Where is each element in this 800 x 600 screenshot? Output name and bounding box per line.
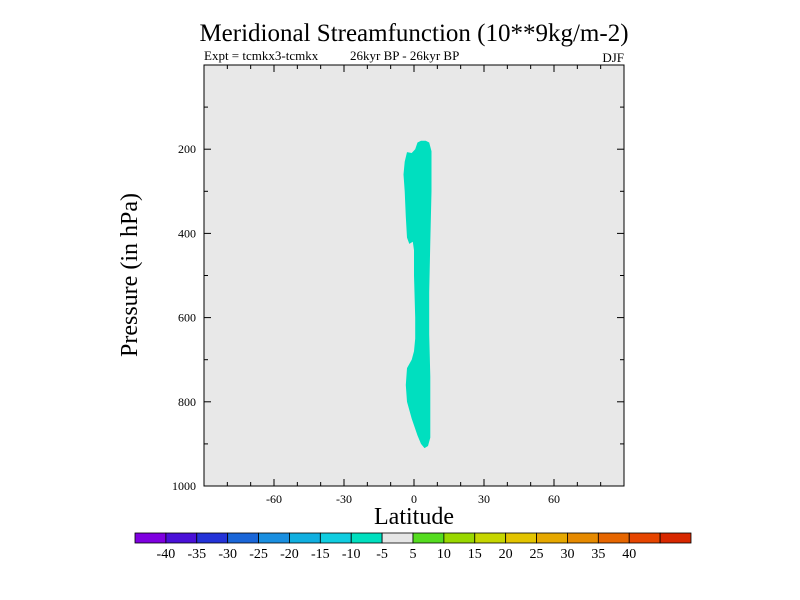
plot-area (204, 65, 624, 486)
colorbar-swatch (474, 532, 507, 544)
colorbar-label: 20 (499, 547, 513, 562)
x-tick-label: 0 (411, 492, 417, 506)
y-axis-label: Pressure (in hPa) (117, 193, 143, 357)
colorbar-label: -10 (342, 547, 361, 562)
colorbar-label: 40 (622, 547, 636, 562)
x-axis-label: Latitude (374, 504, 454, 530)
x-tick-label: -60 (266, 492, 282, 506)
colorbar-swatch (443, 532, 476, 544)
colorbar-swatch (196, 532, 229, 544)
y-tick-label: 600 (178, 311, 196, 325)
chart-subtitle-mid: 26kyr BP - 26kyr BP (350, 48, 459, 63)
colorbar-swatch (227, 532, 259, 544)
x-tick-label: 30 (478, 492, 490, 506)
y-tick-label: 800 (178, 395, 196, 409)
colorbar-label: 10 (437, 547, 451, 562)
colorbar-swatch (505, 532, 537, 544)
colorbar-label: -5 (376, 547, 388, 562)
colorbar-label: -25 (249, 547, 268, 562)
colorbar-swatch (567, 532, 599, 544)
colorbar-swatch (536, 532, 568, 544)
y-tick-label: 400 (178, 226, 196, 240)
colorbar-swatch (381, 532, 414, 544)
colorbar-label: -35 (187, 547, 206, 562)
chart-title: Meridional Streamfunction (10**9kg/m-2) (199, 20, 628, 47)
colorbar-swatch (289, 532, 321, 544)
colorbar-swatch (628, 532, 661, 544)
chart-subtitle-left: Expt = tcmkx3-tcmkx (204, 48, 319, 63)
colorbar-swatch (165, 532, 198, 544)
x-tick-label: 60 (548, 492, 560, 506)
x-tick-label: -30 (336, 492, 352, 506)
colorbar-label: 25 (530, 547, 544, 562)
colorbar-swatch (597, 532, 630, 544)
colorbar-label: 35 (591, 547, 605, 562)
colorbar: -40 -35 -30 -25 -20 -15 -10 -5 5 10 15 20 25 30 35 40 (134, 532, 692, 562)
colorbar-swatch (350, 532, 383, 544)
colorbar-swatch (659, 532, 692, 544)
y-tick-label: 200 (178, 142, 196, 156)
axes: -60 -30 0 30 60 200 400 600 800 1000 (172, 64, 625, 506)
colorbar-swatch (412, 532, 445, 544)
colorbar-label: 30 (560, 547, 574, 562)
colorbar-label: -15 (311, 547, 330, 562)
chart-subtitle-right: DJF (602, 50, 624, 65)
colorbar-swatch (134, 532, 167, 544)
colorbar-swatch (258, 532, 290, 544)
y-tick-label: 1000 (172, 479, 196, 493)
colorbar-label: -40 (157, 547, 176, 562)
contour-fill-region (403, 140, 432, 449)
colorbar-swatch (319, 532, 352, 544)
colorbar-label: 15 (468, 547, 482, 562)
colorbar-label: -20 (280, 547, 299, 562)
colorbar-label: -30 (218, 547, 237, 562)
colorbar-label: 5 (410, 547, 417, 562)
